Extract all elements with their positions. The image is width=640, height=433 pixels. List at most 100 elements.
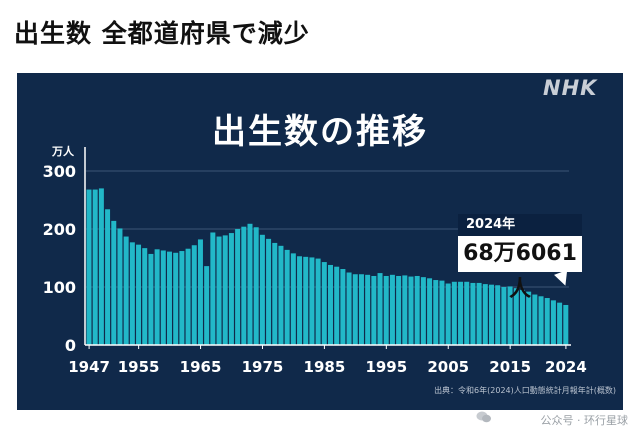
- y-tick-label: 0: [65, 336, 76, 355]
- bar: [253, 227, 259, 345]
- bar: [538, 296, 544, 345]
- bar: [371, 275, 377, 345]
- y-axis-label: 万人: [51, 144, 75, 158]
- x-tick-label: 1965: [180, 358, 222, 376]
- bar: [210, 232, 216, 345]
- bar: [550, 300, 556, 345]
- bar: [501, 287, 507, 345]
- latest-value-callout: 2024年 68万6061人: [458, 214, 582, 302]
- x-tick-label: 1947: [68, 358, 110, 376]
- bar: [228, 233, 234, 345]
- bar: [235, 229, 241, 345]
- y-tick-label: 100: [43, 278, 76, 297]
- y-tick-label: 300: [43, 162, 76, 181]
- bar: [185, 248, 191, 345]
- bar: [433, 280, 439, 345]
- bar: [105, 209, 111, 345]
- callout-value: 68万6061人: [458, 236, 582, 302]
- bar: [427, 278, 433, 345]
- bar: [136, 244, 142, 345]
- bar: [519, 289, 525, 345]
- bar: [383, 275, 389, 345]
- bar: [557, 302, 563, 345]
- bar: [420, 277, 426, 345]
- bar: [303, 256, 309, 345]
- callout-year: 2024年: [458, 214, 582, 236]
- bar: [111, 220, 117, 345]
- bar: [259, 234, 265, 345]
- bar: [377, 273, 383, 345]
- bar: [117, 228, 123, 345]
- bar: [334, 266, 340, 345]
- bar: [222, 235, 228, 345]
- bar: [129, 242, 135, 345]
- x-tick-label: 1985: [304, 358, 346, 376]
- bar: [266, 238, 272, 345]
- bar: [98, 188, 104, 345]
- nhk-logo: NHK: [543, 76, 598, 100]
- bar: [241, 226, 247, 345]
- bar: [321, 262, 327, 345]
- bar: [167, 251, 172, 345]
- bar: [470, 282, 476, 345]
- wechat-icon: [476, 411, 491, 423]
- bars: [86, 188, 569, 345]
- bar: [451, 281, 457, 345]
- bar: [154, 249, 160, 345]
- bar: [197, 239, 203, 345]
- bar: [340, 269, 346, 345]
- bar: [179, 251, 185, 345]
- x-tick-label: 2005: [427, 358, 469, 376]
- axes: 0 100 200 300 1947 1955 1965 1975 1985 1995 2005 20…: [43, 147, 587, 376]
- bar: [389, 274, 395, 345]
- bar: [495, 285, 501, 345]
- headline: 出生数 全都道府県で減少: [14, 19, 310, 48]
- bar: [315, 258, 321, 345]
- y-tick-label: 200: [43, 220, 76, 239]
- x-tick-label: 1975: [242, 358, 284, 376]
- source-note: 出典：令和6年(2024)人口動態統計月報年計(概数): [434, 386, 616, 395]
- bar: [482, 284, 488, 345]
- bar: [216, 236, 222, 345]
- bar: [297, 256, 303, 345]
- bar: [346, 272, 352, 345]
- bar: [352, 274, 358, 345]
- x-tick-label: 1955: [118, 358, 160, 376]
- bar: [507, 286, 513, 345]
- bar: [476, 282, 482, 345]
- bar: [272, 242, 278, 345]
- bar: [160, 250, 166, 345]
- bar: [489, 284, 494, 345]
- bar: [532, 294, 538, 345]
- bar: [563, 304, 569, 345]
- bar: [142, 248, 148, 345]
- bar: [247, 223, 253, 345]
- bar: [414, 275, 420, 345]
- x-tick-label: 1995: [365, 358, 407, 376]
- bar: [464, 281, 470, 345]
- bar: [396, 275, 402, 345]
- bar: [309, 257, 315, 345]
- bar: [439, 280, 445, 345]
- bar: [191, 245, 197, 345]
- bar: [86, 189, 92, 345]
- bar: [123, 236, 129, 345]
- bar: [526, 291, 532, 345]
- bar: [513, 288, 519, 345]
- x-tick-label: 2015: [489, 358, 531, 376]
- bar: [408, 276, 414, 345]
- bar: [365, 274, 371, 345]
- bar: [284, 249, 290, 345]
- bar: [402, 275, 408, 345]
- bar: [290, 253, 296, 345]
- watermark: 公众号 · 环行星球: [540, 414, 629, 427]
- bar: [92, 189, 98, 345]
- bar: [544, 298, 550, 345]
- bar: [173, 252, 179, 345]
- bar: [278, 245, 284, 345]
- bar: [358, 274, 364, 345]
- bar: [204, 266, 210, 345]
- bar: [148, 253, 154, 345]
- x-tick-label: 2024: [545, 358, 587, 376]
